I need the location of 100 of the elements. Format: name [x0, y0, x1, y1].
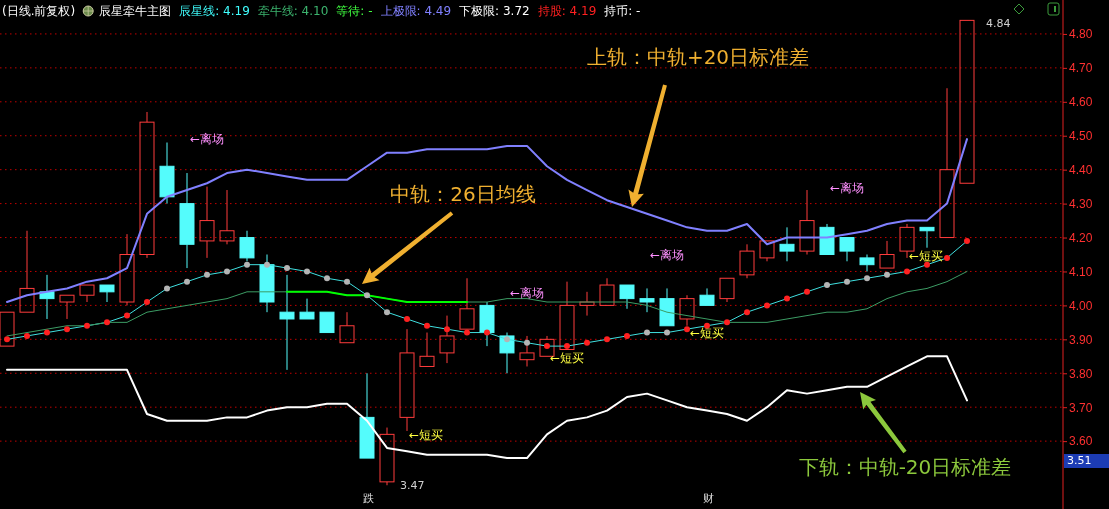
candlestick [259, 254, 275, 313]
point [184, 278, 190, 285]
y-tick-label: 3.90 [1069, 332, 1093, 347]
point [864, 275, 870, 282]
point [684, 326, 690, 333]
y-tick-label: 4.50 [1069, 129, 1093, 144]
point [44, 329, 50, 336]
point [624, 332, 630, 339]
y-tick-label: 4.40 [1069, 163, 1093, 178]
candlestick [639, 287, 655, 313]
point [444, 326, 450, 333]
candlestick [479, 301, 495, 347]
point [404, 315, 410, 322]
point [164, 285, 170, 292]
annotation: 下轨：中轨-20日标准差 [798, 454, 1012, 479]
candlestick [679, 294, 695, 327]
candlestick [779, 226, 795, 262]
point [384, 309, 390, 316]
candlestick [219, 189, 235, 245]
annotation: 持股: 4.19 [537, 3, 597, 18]
y-tick-label: 3.80 [1069, 366, 1093, 381]
annotation: ←短买 [909, 248, 944, 263]
y-tick-label: 4.60 [1069, 95, 1093, 110]
point [4, 336, 10, 343]
point [724, 319, 730, 326]
point [364, 292, 370, 299]
candlestick [139, 111, 155, 259]
point [344, 278, 350, 285]
annotation: ←离场 [510, 285, 545, 300]
point [944, 254, 950, 261]
y-tick-label: 4.30 [1069, 196, 1093, 211]
point [964, 237, 970, 244]
annotation: 等待: - [336, 3, 373, 18]
candlestick [399, 328, 415, 432]
annotation: ←离场 [650, 247, 685, 262]
chart-title: (日线.前复权) [2, 3, 76, 18]
text: 4.84 [986, 17, 1011, 30]
line-series [286, 290, 468, 304]
annotation: 下极限: 3.72 [459, 3, 530, 18]
point [664, 329, 670, 336]
point [904, 268, 910, 275]
candlestick [379, 427, 395, 486]
point [644, 329, 650, 336]
point [464, 329, 470, 336]
point [264, 261, 270, 268]
point [524, 339, 530, 346]
y-tick-label: 4.20 [1069, 230, 1093, 245]
point [784, 295, 790, 302]
point [64, 326, 70, 333]
candlestick [859, 254, 875, 272]
candlestick [439, 315, 455, 364]
point [124, 312, 130, 319]
point [204, 271, 210, 278]
annotation: 辰星线: 4.19 [179, 3, 250, 18]
point [824, 282, 830, 289]
annotation: ←离场 [190, 131, 225, 146]
candlestick [119, 233, 135, 306]
annotation: 上轨：中轨+20日标准差 [586, 44, 810, 69]
point [24, 332, 30, 339]
candlestick [239, 230, 255, 262]
point [104, 319, 110, 326]
annotation: 财 [702, 492, 714, 505]
candlestick [179, 172, 195, 269]
annotation: 中轨：26日均线 [390, 181, 536, 206]
y-tick-label: 4.00 [1069, 298, 1093, 313]
candlestick [799, 189, 815, 255]
point [884, 271, 890, 278]
chart-subtitle: 辰星牵牛主图 [99, 3, 172, 18]
candlestick [519, 335, 535, 367]
point [844, 278, 850, 285]
point [484, 329, 490, 336]
point [224, 268, 230, 275]
point [504, 336, 510, 343]
point [284, 265, 290, 272]
annotation: ←短买 [409, 427, 444, 442]
point [804, 288, 810, 295]
candlestick [739, 243, 755, 279]
annotation: 跌 [362, 492, 374, 505]
annotation: 3.47 [400, 479, 425, 492]
point [84, 322, 90, 329]
annotation: 牵牛线: 4.10 [257, 3, 329, 18]
candlestick [159, 142, 175, 205]
point [144, 299, 150, 306]
point [604, 336, 610, 343]
y-tick-label: 4.80 [1069, 27, 1093, 42]
point [324, 275, 330, 282]
candlestick [199, 186, 215, 259]
annotation: ←短买 [690, 325, 725, 340]
annotation: 上极限: 4.49 [380, 3, 452, 18]
candlestick [579, 291, 595, 317]
text: 3.51 [1067, 454, 1092, 467]
point [744, 309, 750, 316]
point [424, 322, 430, 329]
annotation: 持币: - [604, 3, 641, 18]
point [764, 302, 770, 309]
point [584, 339, 590, 346]
annotation: ←离场 [830, 180, 865, 195]
candlestick [279, 274, 295, 371]
annotation: ←短买 [550, 350, 585, 365]
y-tick-label: 3.70 [1069, 400, 1093, 415]
